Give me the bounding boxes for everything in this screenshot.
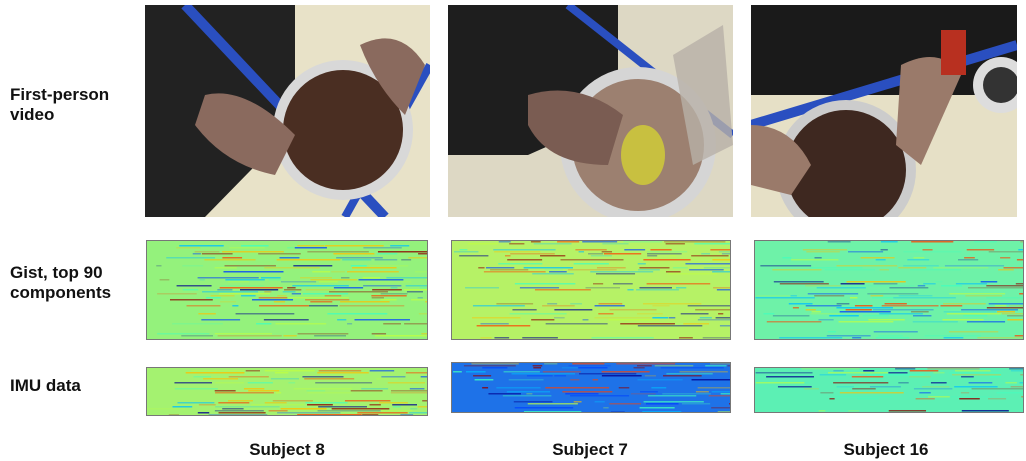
heatmap-image: [452, 241, 730, 339]
heatmap-image: [755, 368, 1023, 412]
imu-heatmap: [451, 362, 731, 413]
video-frame: [751, 5, 1017, 217]
heatmap-image: [755, 241, 1023, 339]
subject-label: Subject 16: [771, 440, 1001, 460]
imu-heatmap: [146, 367, 428, 416]
video-frame: [448, 5, 733, 217]
row-label: First-person video: [10, 85, 142, 125]
gist-heatmap: [451, 240, 731, 340]
subject-label: Subject 8: [172, 440, 402, 460]
heatmap-image: [147, 241, 427, 339]
gist-heatmap: [754, 240, 1024, 340]
row-label: Gist, top 90 components: [10, 263, 142, 303]
figure: First-person video Gist, top 90 componen…: [0, 0, 1026, 461]
row-label: IMU data: [10, 376, 142, 396]
imu-heatmap: [754, 367, 1024, 413]
subject-label: Subject 7: [475, 440, 705, 460]
heatmap-image: [452, 363, 730, 412]
heatmap-image: [147, 368, 427, 415]
gist-heatmap: [146, 240, 428, 340]
video-frame: [145, 5, 430, 217]
